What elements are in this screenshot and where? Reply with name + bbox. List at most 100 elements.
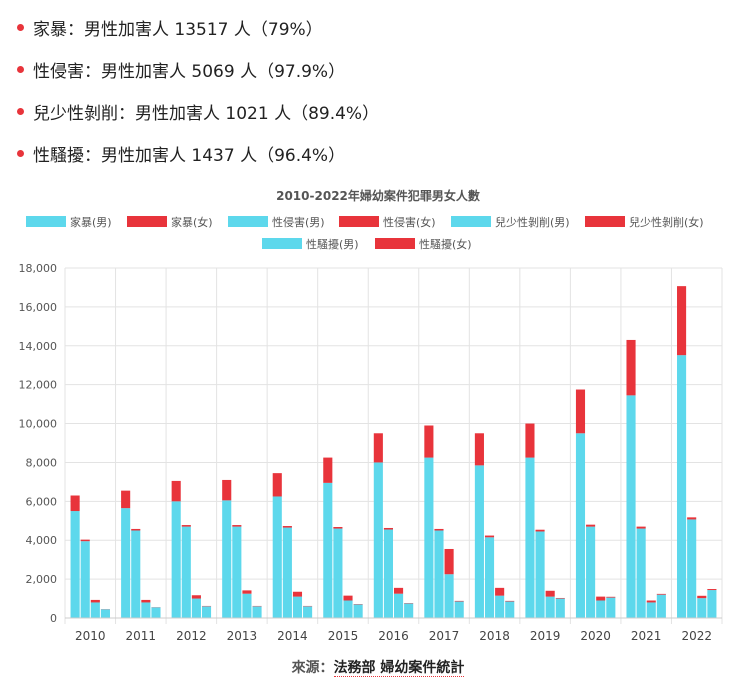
bar-male[interactable]	[626, 395, 636, 618]
bar-male[interactable]	[222, 500, 232, 618]
bar-female[interactable]	[707, 589, 717, 591]
bar-male[interactable]	[404, 603, 414, 618]
bar-male[interactable]	[373, 462, 383, 618]
bar-female[interactable]	[555, 597, 565, 599]
bar-male[interactable]	[80, 541, 90, 618]
bar-male[interactable]	[575, 433, 586, 618]
bar-female[interactable]	[606, 596, 616, 598]
bar-female[interactable]	[505, 600, 515, 602]
bar-female[interactable]	[636, 526, 646, 529]
bar-female[interactable]	[383, 527, 393, 530]
bar-female[interactable]	[191, 595, 201, 599]
bar-male[interactable]	[474, 465, 484, 618]
bar-female[interactable]	[484, 535, 495, 538]
bar-male[interactable]	[596, 600, 606, 619]
bar-male[interactable]	[656, 594, 666, 618]
bar-male[interactable]	[100, 609, 110, 618]
bar-female[interactable]	[394, 587, 404, 594]
bar-male[interactable]	[535, 531, 545, 618]
bar-male[interactable]	[353, 604, 363, 618]
bar-female[interactable]	[323, 457, 333, 483]
bar-female[interactable]	[434, 528, 444, 531]
bar-male[interactable]	[555, 598, 565, 618]
bar-male[interactable]	[687, 519, 697, 618]
bar-male[interactable]	[525, 457, 535, 618]
bar-female[interactable]	[656, 593, 666, 595]
bar-female[interactable]	[222, 479, 232, 501]
bar-female[interactable]	[646, 600, 656, 603]
bar-male[interactable]	[484, 537, 495, 618]
bar-female[interactable]	[181, 525, 191, 527]
bar-female[interactable]	[535, 529, 545, 532]
bar-female[interactable]	[626, 339, 636, 396]
bar-female[interactable]	[292, 591, 303, 597]
bar-male[interactable]	[252, 606, 262, 618]
bar-male[interactable]	[444, 574, 454, 618]
bar-female[interactable]	[90, 599, 100, 603]
bar-male[interactable]	[171, 501, 181, 618]
bar-male[interactable]	[282, 527, 292, 618]
bar-male[interactable]	[424, 457, 434, 618]
bar-female[interactable]	[171, 480, 181, 502]
bar-male[interactable]	[131, 530, 141, 619]
bar-male[interactable]	[343, 600, 353, 619]
bar-female[interactable]	[586, 524, 596, 527]
bar-male[interactable]	[141, 602, 151, 618]
bar-female[interactable]	[424, 425, 434, 458]
bar-female[interactable]	[697, 595, 707, 599]
bar-male[interactable]	[201, 606, 212, 618]
bar-male[interactable]	[383, 529, 393, 618]
legend-label[interactable]: 家暴(男)	[70, 215, 112, 229]
bar-female[interactable]	[232, 525, 242, 527]
legend-label[interactable]: 兒少性剝削(女)	[629, 215, 704, 229]
bar-female[interactable]	[525, 423, 535, 458]
bar-female[interactable]	[333, 527, 343, 529]
bar-male[interactable]	[707, 590, 717, 618]
bar-male[interactable]	[333, 528, 343, 618]
bar-male[interactable]	[586, 526, 596, 618]
bar-male[interactable]	[292, 596, 303, 618]
bar-female[interactable]	[474, 433, 484, 466]
bar-male[interactable]	[606, 597, 616, 618]
bar-female[interactable]	[596, 596, 606, 601]
legend-label[interactable]: 性侵害(女)	[383, 215, 436, 229]
bar-female[interactable]	[343, 595, 353, 601]
bar-male[interactable]	[434, 530, 444, 619]
bar-female[interactable]	[131, 528, 141, 531]
bar-female[interactable]	[677, 286, 687, 356]
bar-female[interactable]	[373, 433, 383, 463]
bar-female[interactable]	[454, 600, 464, 602]
bar-female[interactable]	[70, 495, 80, 512]
legend-label[interactable]: 家暴(女)	[171, 215, 213, 229]
bar-male[interactable]	[505, 601, 515, 618]
bar-female[interactable]	[242, 590, 252, 594]
legend-label[interactable]: 性騷擾(男)	[306, 237, 359, 251]
bar-male[interactable]	[151, 607, 161, 618]
bar-male[interactable]	[495, 595, 505, 618]
bar-male[interactable]	[323, 482, 333, 618]
bar-male[interactable]	[121, 508, 131, 618]
legend-label[interactable]: 兒少性剝削(男)	[495, 215, 570, 229]
bar-male[interactable]	[90, 602, 100, 618]
bar-female[interactable]	[121, 490, 131, 509]
bar-female[interactable]	[141, 599, 151, 603]
bar-male[interactable]	[545, 596, 555, 618]
bar-male[interactable]	[677, 355, 687, 618]
bar-male[interactable]	[272, 496, 282, 618]
bar-male[interactable]	[646, 602, 656, 618]
bar-male[interactable]	[70, 511, 80, 618]
bar-male[interactable]	[303, 606, 313, 618]
legend-label[interactable]: 性侵害(男)	[272, 215, 325, 229]
bar-female[interactable]	[272, 473, 282, 497]
bar-female[interactable]	[282, 526, 292, 528]
bar-female[interactable]	[687, 517, 697, 520]
bar-male[interactable]	[394, 593, 404, 618]
legend-label[interactable]: 性騷擾(女)	[419, 237, 472, 251]
bar-male[interactable]	[232, 526, 242, 618]
bar-female[interactable]	[545, 590, 555, 597]
bar-female[interactable]	[575, 389, 586, 434]
bar-male[interactable]	[697, 598, 707, 618]
bar-male[interactable]	[636, 528, 646, 618]
bar-male[interactable]	[454, 601, 464, 618]
bar-male[interactable]	[181, 526, 191, 618]
